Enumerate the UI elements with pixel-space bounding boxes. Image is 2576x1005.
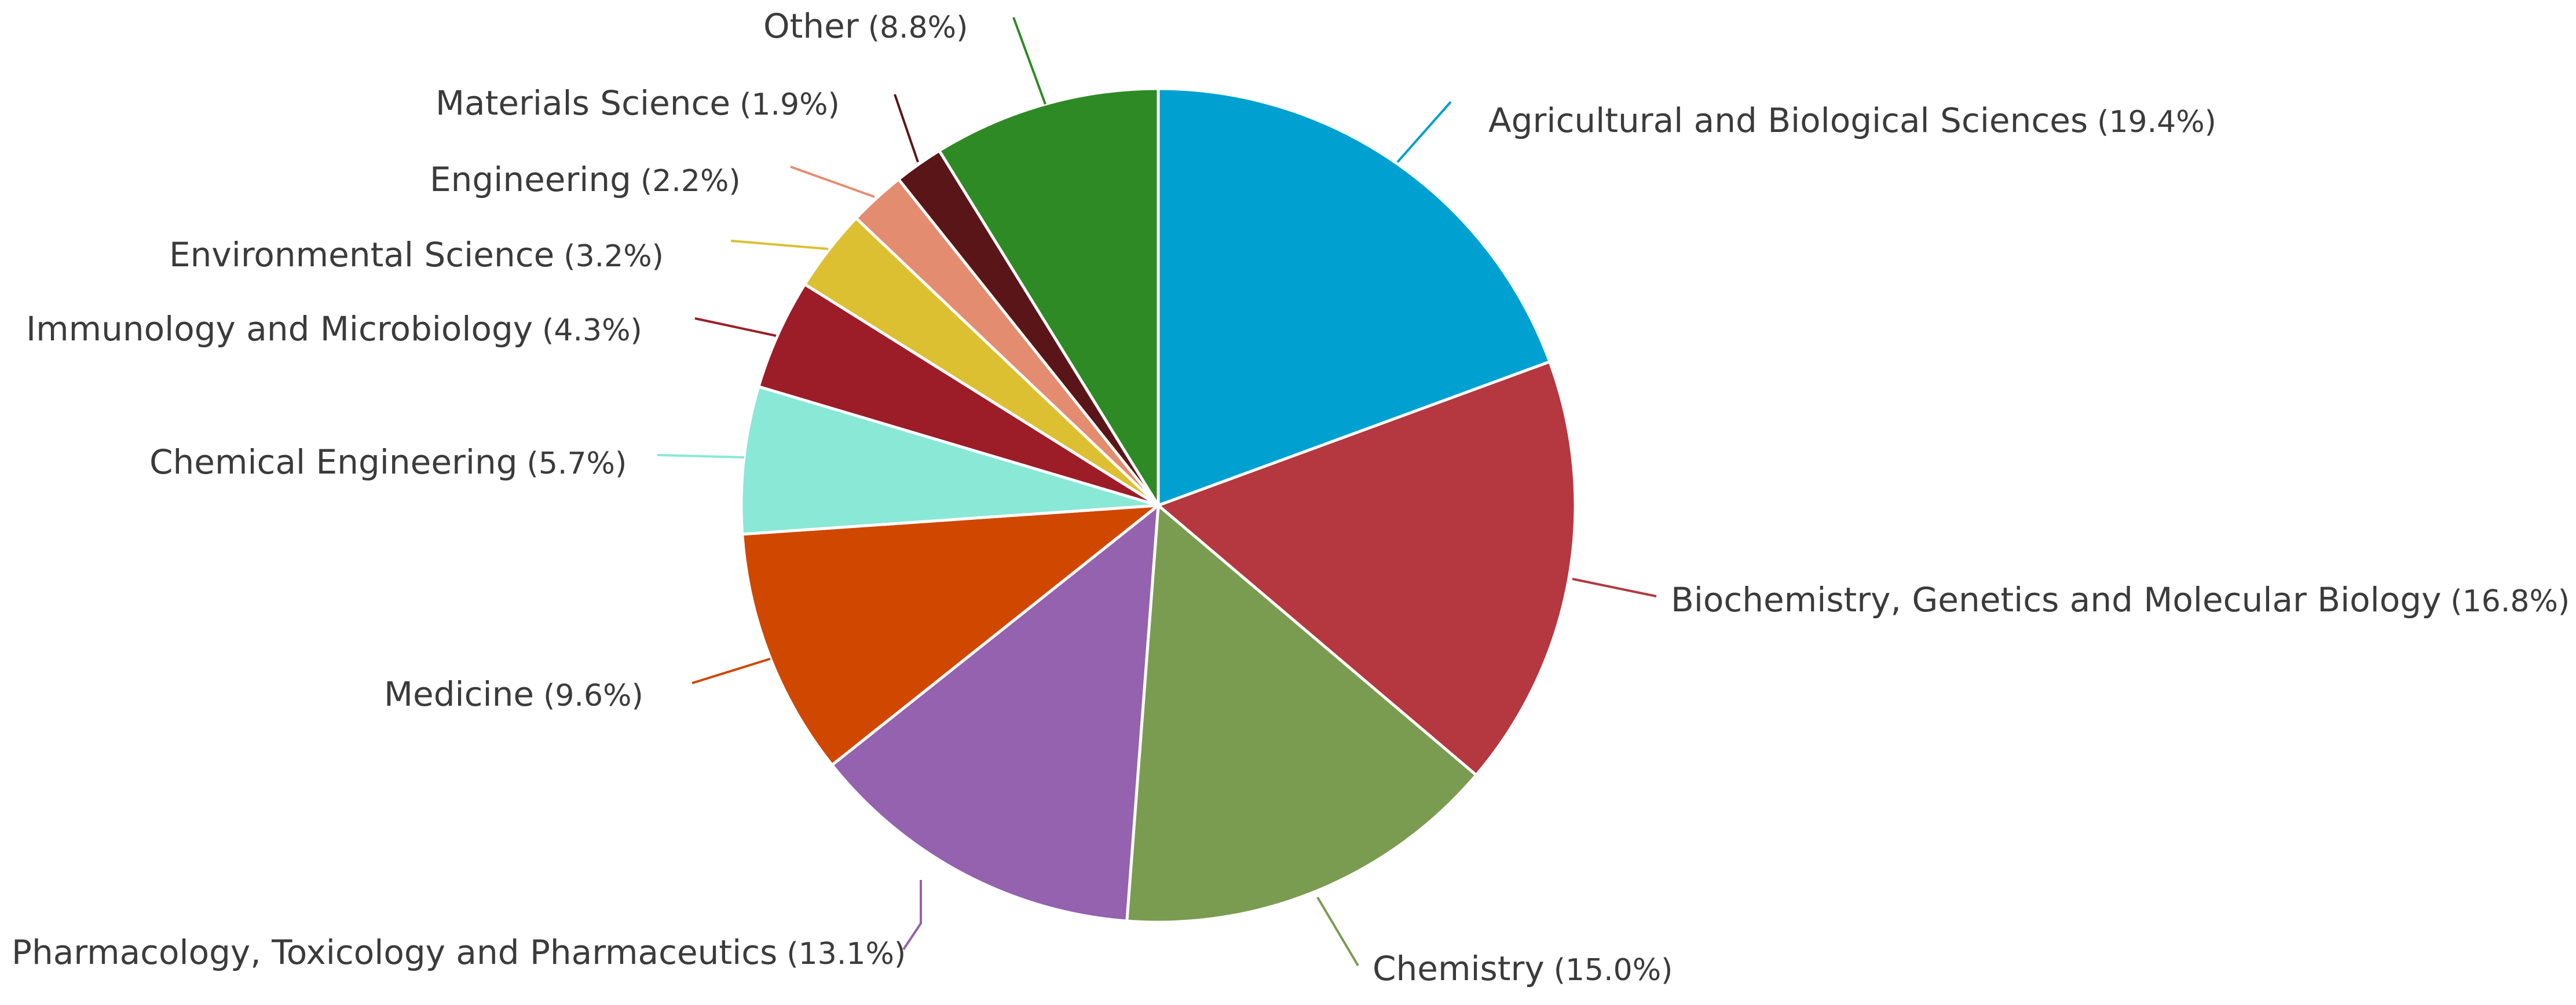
leader-line-engineering	[790, 166, 875, 198]
pie-slice-chemical-engineering	[740, 384, 1159, 536]
leader-line-pharmacology-toxicology-and-pharmaceutics	[902, 880, 922, 951]
slice-label-percent: (16.8%)	[2450, 584, 2570, 619]
slice-label-percent: (5.7%)	[527, 446, 627, 481]
pie-slice-immunology-and-microbiology	[756, 282, 1159, 507]
slice-label-immunology-and-microbiology: Immunology and Microbiology (4.3%)	[26, 309, 642, 349]
slice-label-name: Materials Science	[436, 83, 730, 123]
slice-label-percent: (3.2%)	[564, 239, 664, 274]
slice-label-agricultural-and-biological-sciences: Agricultural and Biological Sciences (19.…	[1488, 101, 2216, 140]
slice-label-percent: (19.4%)	[2097, 105, 2216, 140]
leader-line-materials-science	[894, 94, 919, 163]
slice-label-percent: (1.9%)	[740, 87, 840, 122]
slice-label-pharmacology-toxicology-and-pharmaceutics: Pharmacology, Toxicology and Pharmaceuti…	[12, 933, 906, 972]
pie-slice-chemistry	[1125, 502, 1479, 924]
leader-line-biochemistry-genetics-and-molecular-biology	[1572, 578, 1657, 597]
leader-line-other	[1012, 17, 1046, 105]
leader-line-chemistry	[1316, 896, 1359, 967]
slice-label-percent: (15.0%)	[1554, 953, 1673, 988]
slice-label-name: Other	[763, 6, 859, 46]
pie-slice-biochemistry-genetics-and-molecular-biology	[1155, 360, 1577, 777]
slice-label-environmental-science: Environmental Science (3.2%)	[169, 235, 664, 274]
slice-label-chemistry: Chemistry (15.0%)	[1373, 949, 1673, 988]
slice-label-medicine: Medicine (9.6%)	[384, 674, 643, 714]
slice-label-other: Other (8.8%)	[763, 6, 968, 46]
slice-label-name: Environmental Science	[169, 235, 554, 274]
slice-label-percent: (4.3%)	[542, 313, 642, 348]
slice-label-name: Pharmacology, Toxicology and Pharmaceuti…	[12, 933, 777, 972]
leader-line-agricultural-and-biological-sciences	[1396, 101, 1452, 163]
slice-label-name: Chemistry	[1373, 949, 1545, 988]
pie-slice-agricultural-and-biological-sciences	[1157, 87, 1552, 508]
slice-label-name: Medicine	[384, 674, 534, 714]
slice-label-name: Agricultural and Biological Sciences	[1488, 101, 2088, 140]
slice-label-percent: (8.8%)	[868, 10, 968, 45]
slice-labels: Agricultural and Biological Sciences (19.…	[12, 6, 2570, 988]
slice-label-materials-science: Materials Science (1.9%)	[436, 83, 840, 123]
leader-line-immunology-and-microbiology	[694, 317, 777, 337]
pie-slices	[740, 87, 1577, 924]
leader-line-medicine	[691, 658, 771, 684]
slice-label-percent: (9.6%)	[543, 678, 643, 713]
slice-label-name: Chemical Engineering	[149, 442, 518, 482]
slice-label-percent: (13.1%)	[786, 937, 906, 971]
pie-slice-pharmacology-toxicology-and-pharmaceutics	[830, 502, 1160, 923]
slice-label-biochemistry-genetics-and-molecular-biology: Biochemistry, Genetics and Molecular Bio…	[1671, 580, 2570, 619]
slice-label-percent: (2.2%)	[641, 164, 741, 199]
pie-slice-medicine	[741, 503, 1163, 767]
slice-label-name: Engineering	[430, 160, 631, 199]
slice-label-name: Biochemistry, Genetics and Molecular Bio…	[1671, 580, 2441, 619]
leader-line-chemical-engineering	[657, 454, 745, 459]
slice-label-name: Immunology and Microbiology	[26, 309, 533, 349]
leader-line-environmental-science	[730, 240, 829, 250]
slice-label-engineering: Engineering (2.2%)	[430, 160, 741, 199]
leader-lines	[657, 17, 1657, 967]
slice-label-chemical-engineering: Chemical Engineering (5.7%)	[149, 442, 627, 482]
